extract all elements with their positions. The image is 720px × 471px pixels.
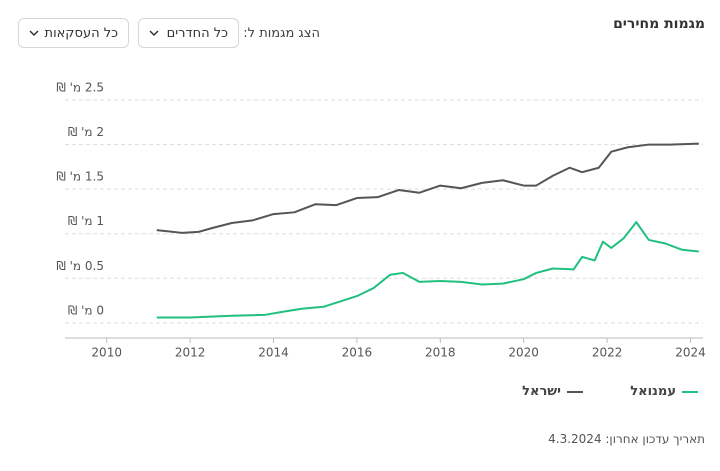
rooms-dropdown[interactable]: כל החדרים bbox=[138, 18, 239, 48]
legend-item: עמנואל bbox=[630, 384, 698, 399]
x-tick-label: 2020 bbox=[508, 346, 539, 360]
chevron bbox=[29, 30, 39, 37]
x-tick-label: 2018 bbox=[425, 346, 456, 360]
dropdown-text: כל העסקאות bbox=[44, 25, 118, 41]
dropdown-text: כל החדרים bbox=[166, 25, 228, 41]
chevron bbox=[149, 30, 159, 37]
y-tick-label: 0 מ' ₪ bbox=[68, 303, 104, 317]
y-tick-label: 2.5 מ' ₪ bbox=[56, 81, 104, 95]
x-tick-label: 2010 bbox=[91, 346, 122, 360]
y-tick-label: 2 מ' ₪ bbox=[68, 125, 104, 139]
y-tick-label: 1.5 מ' ₪ bbox=[56, 170, 104, 184]
filter-label: הצג מגמות ל: bbox=[243, 26, 320, 41]
legend-label: עמנואל bbox=[630, 384, 676, 399]
y-tick-label: 0.5 מ' ₪ bbox=[56, 259, 104, 273]
legend-swatch bbox=[682, 390, 698, 393]
series-line bbox=[156, 142, 699, 234]
x-tick-label: 2012 bbox=[175, 346, 206, 360]
x-tick-label: 2024 bbox=[675, 346, 706, 360]
legend-label: ישראל bbox=[522, 384, 561, 399]
chart: 0 מ' ₪ 0.5 מ' ₪ 1 מ' ₪ 1.5 מ' ₪ 2 מ' ₪ 2.5 מ'… bbox=[56, 81, 706, 360]
title: מגמות מחירים bbox=[613, 16, 705, 32]
x-tick-label: 2022 bbox=[592, 346, 623, 360]
x-tick-label: 2014 bbox=[258, 346, 289, 360]
last-update: תאריך עדכון אחרון: 4.3.2024 bbox=[548, 432, 705, 446]
series-line bbox=[156, 221, 699, 319]
x-tick-label: 2016 bbox=[342, 346, 373, 360]
y-tick-label: 1 מ' ₪ bbox=[68, 214, 104, 228]
legend-item: ישראל bbox=[522, 384, 583, 399]
deals-dropdown[interactable]: כל העסקאות bbox=[18, 18, 129, 48]
legend-swatch bbox=[567, 390, 583, 393]
